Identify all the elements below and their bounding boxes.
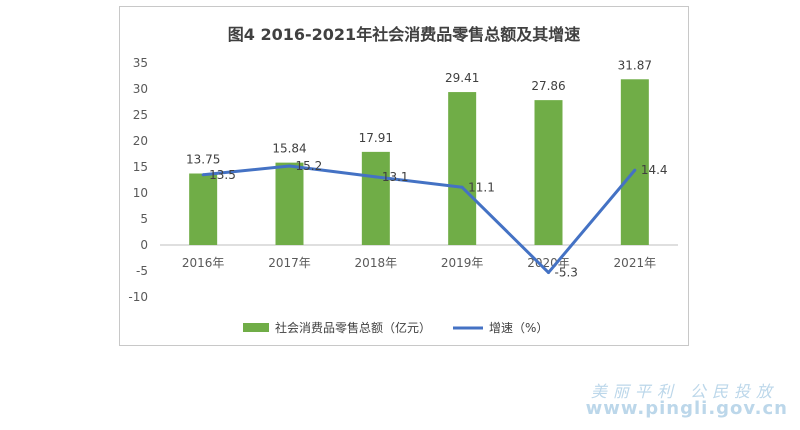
bar-data-label: 13.75 [186, 153, 220, 167]
legend-line-label: 增速（%） [489, 321, 548, 335]
legend-bar-label: 社会消费品零售总额（亿元） [275, 320, 431, 335]
chart-title: 图4 2016-2021年社会消费品零售总额及其增速 [227, 25, 581, 44]
bar [448, 92, 477, 246]
y-tick-label: 15 [133, 160, 148, 174]
bar [275, 162, 304, 245]
line-point [460, 185, 464, 189]
watermark-url: www.pingli.gov.cn [585, 398, 788, 419]
bar-data-label: 17.91 [359, 131, 393, 145]
bar [534, 100, 563, 246]
y-tick-label: -5 [136, 264, 148, 278]
chart-frame: 图4 2016-2021年社会消费品零售总额及其增速 35 30 25 20 15 10 5… [119, 6, 689, 346]
line-data-label: 13.1 [382, 170, 409, 184]
line-point [547, 271, 550, 275]
bar [620, 79, 649, 245]
y-tick-label: 30 [133, 82, 148, 96]
x-tick-label: 2021年 [614, 256, 657, 270]
y-tick-label: 5 [140, 212, 148, 226]
x-tick-label: 2016年 [182, 256, 225, 270]
line-data-label: 11.1 [468, 180, 495, 194]
watermark-text: 美丽平利 公民投放 [590, 382, 778, 401]
x-tick-label: 2018年 [355, 256, 398, 270]
bar-data-label: 15.84 [272, 142, 306, 156]
y-tick-label: 0 [140, 238, 148, 252]
line-data-label: 14.4 [641, 163, 668, 177]
line-point [201, 173, 205, 177]
bar [361, 151, 390, 245]
y-tick-label: 10 [133, 186, 148, 200]
line-data-label: 15.2 [296, 159, 323, 173]
y-tick-label: 20 [133, 134, 148, 148]
line-data-label: -5.3 [555, 266, 578, 280]
x-tick-label: 2017年 [268, 256, 311, 270]
bar [189, 173, 218, 245]
y-tick-label: -10 [128, 290, 148, 304]
line-point [633, 168, 637, 172]
bar-data-label: 31.87 [618, 58, 652, 72]
chart-svg: 35 30 25 20 15 10 5 0 -5 -10 13.75 15.84 17.91 29.41 2… [128, 56, 678, 335]
y-tick-label: 35 [133, 56, 148, 70]
x-tick-label: 2019年 [441, 256, 484, 270]
line-point [374, 175, 378, 179]
bar-data-label: 27.86 [531, 79, 565, 93]
line-series [203, 164, 636, 275]
line-data-label: 13.5 [209, 168, 236, 182]
legend-bar-swatch [243, 323, 269, 332]
bar-data-label: 29.41 [445, 71, 479, 85]
y-tick-label: 25 [133, 108, 148, 122]
line-point [288, 164, 291, 168]
